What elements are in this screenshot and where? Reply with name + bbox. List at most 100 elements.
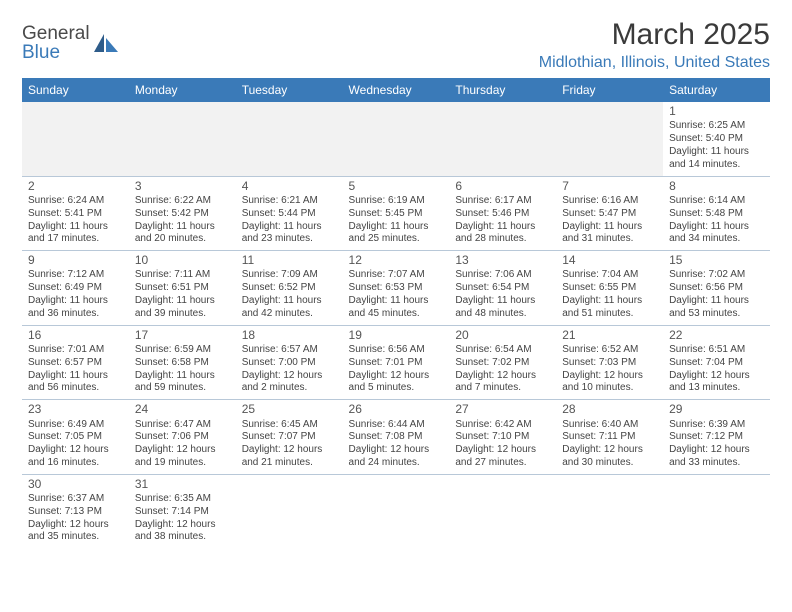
- calendar-day-cell: 20Sunrise: 6:54 AMSunset: 7:02 PMDayligh…: [449, 325, 556, 400]
- daylight-text: Daylight: 11 hours: [669, 221, 764, 234]
- sunset-text: Sunset: 5:44 PM: [242, 208, 337, 221]
- day-number: 28: [562, 402, 657, 417]
- weekday-header: Wednesday: [343, 78, 450, 102]
- daylight-text: Daylight: 12 hours: [562, 444, 657, 457]
- sunset-text: Sunset: 7:05 PM: [28, 431, 123, 444]
- daylight-text: Daylight: 12 hours: [455, 370, 550, 383]
- logo: General Blue: [22, 18, 120, 62]
- daylight-text: Daylight: 11 hours: [242, 295, 337, 308]
- calendar-day-cell: 15Sunrise: 7:02 AMSunset: 6:56 PMDayligh…: [663, 251, 770, 326]
- calendar-table: SundayMondayTuesdayWednesdayThursdayFrid…: [22, 78, 770, 548]
- sunrise-text: Sunrise: 6:54 AM: [455, 344, 550, 357]
- sunset-text: Sunset: 5:47 PM: [562, 208, 657, 221]
- sunrise-text: Sunrise: 6:49 AM: [28, 419, 123, 432]
- sunset-text: Sunset: 5:42 PM: [135, 208, 230, 221]
- sunrise-text: Sunrise: 6:25 AM: [669, 120, 764, 133]
- logo-blue: Blue: [22, 42, 60, 63]
- daylight-text: Daylight: 12 hours: [455, 444, 550, 457]
- sunset-text: Sunset: 6:57 PM: [28, 357, 123, 370]
- calendar-row: 30Sunrise: 6:37 AMSunset: 7:13 PMDayligh…: [22, 474, 770, 548]
- daylight-text: Daylight: 11 hours: [562, 221, 657, 234]
- day-number: 15: [669, 253, 764, 268]
- day-number: 12: [349, 253, 444, 268]
- sunrise-text: Sunrise: 7:06 AM: [455, 269, 550, 282]
- day-number: 10: [135, 253, 230, 268]
- calendar-day-cell: 26Sunrise: 6:44 AMSunset: 7:08 PMDayligh…: [343, 400, 450, 475]
- day-number: 11: [242, 253, 337, 268]
- calendar-day-cell: 13Sunrise: 7:06 AMSunset: 6:54 PMDayligh…: [449, 251, 556, 326]
- daylight-text: and 13 minutes.: [669, 382, 764, 395]
- day-number: 16: [28, 328, 123, 343]
- daylight-text: and 5 minutes.: [349, 382, 444, 395]
- day-number: 23: [28, 402, 123, 417]
- calendar-day-cell: 31Sunrise: 6:35 AMSunset: 7:14 PMDayligh…: [129, 474, 236, 548]
- daylight-text: Daylight: 12 hours: [135, 519, 230, 532]
- daylight-text: and 16 minutes.: [28, 457, 123, 470]
- daylight-text: Daylight: 11 hours: [242, 221, 337, 234]
- weekday-header: Monday: [129, 78, 236, 102]
- sunset-text: Sunset: 6:55 PM: [562, 282, 657, 295]
- calendar-day-cell: 25Sunrise: 6:45 AMSunset: 7:07 PMDayligh…: [236, 400, 343, 475]
- day-number: 22: [669, 328, 764, 343]
- day-number: 7: [562, 179, 657, 194]
- sunset-text: Sunset: 7:13 PM: [28, 506, 123, 519]
- sunset-text: Sunset: 5:45 PM: [349, 208, 444, 221]
- calendar-day-cell: 19Sunrise: 6:56 AMSunset: 7:01 PMDayligh…: [343, 325, 450, 400]
- calendar-empty-cell: [343, 474, 450, 548]
- daylight-text: Daylight: 11 hours: [28, 221, 123, 234]
- sunrise-text: Sunrise: 6:44 AM: [349, 419, 444, 432]
- daylight-text: Daylight: 11 hours: [669, 295, 764, 308]
- calendar-day-cell: 4Sunrise: 6:21 AMSunset: 5:44 PMDaylight…: [236, 176, 343, 251]
- sunset-text: Sunset: 7:14 PM: [135, 506, 230, 519]
- sunset-text: Sunset: 5:46 PM: [455, 208, 550, 221]
- sunrise-text: Sunrise: 6:40 AM: [562, 419, 657, 432]
- calendar-day-cell: 11Sunrise: 7:09 AMSunset: 6:52 PMDayligh…: [236, 251, 343, 326]
- sunrise-text: Sunrise: 7:02 AM: [669, 269, 764, 282]
- calendar-row: 9Sunrise: 7:12 AMSunset: 6:49 PMDaylight…: [22, 251, 770, 326]
- calendar-day-cell: 27Sunrise: 6:42 AMSunset: 7:10 PMDayligh…: [449, 400, 556, 475]
- daylight-text: and 24 minutes.: [349, 457, 444, 470]
- calendar-day-cell: 8Sunrise: 6:14 AMSunset: 5:48 PMDaylight…: [663, 176, 770, 251]
- sunset-text: Sunset: 6:51 PM: [135, 282, 230, 295]
- sunrise-text: Sunrise: 7:09 AM: [242, 269, 337, 282]
- calendar-empty-cell: [556, 474, 663, 548]
- daylight-text: and 42 minutes.: [242, 308, 337, 321]
- daylight-text: Daylight: 12 hours: [669, 370, 764, 383]
- daylight-text: and 34 minutes.: [669, 233, 764, 246]
- calendar-empty-cell: [22, 102, 129, 176]
- daylight-text: Daylight: 12 hours: [242, 370, 337, 383]
- daylight-text: and 7 minutes.: [455, 382, 550, 395]
- daylight-text: Daylight: 11 hours: [28, 295, 123, 308]
- daylight-text: and 23 minutes.: [242, 233, 337, 246]
- calendar-day-cell: 21Sunrise: 6:52 AMSunset: 7:03 PMDayligh…: [556, 325, 663, 400]
- calendar-header-row: SundayMondayTuesdayWednesdayThursdayFrid…: [22, 78, 770, 102]
- weekday-header: Friday: [556, 78, 663, 102]
- sunrise-text: Sunrise: 6:47 AM: [135, 419, 230, 432]
- daylight-text: and 56 minutes.: [28, 382, 123, 395]
- daylight-text: Daylight: 12 hours: [562, 370, 657, 383]
- day-number: 18: [242, 328, 337, 343]
- sunrise-text: Sunrise: 6:51 AM: [669, 344, 764, 357]
- calendar-day-cell: 7Sunrise: 6:16 AMSunset: 5:47 PMDaylight…: [556, 176, 663, 251]
- day-number: 6: [455, 179, 550, 194]
- calendar-empty-cell: [449, 474, 556, 548]
- weekday-header: Saturday: [663, 78, 770, 102]
- day-number: 27: [455, 402, 550, 417]
- location: Midlothian, Illinois, United States: [539, 54, 770, 72]
- daylight-text: Daylight: 12 hours: [135, 444, 230, 457]
- daylight-text: and 28 minutes.: [455, 233, 550, 246]
- calendar-day-cell: 1Sunrise: 6:25 AMSunset: 5:40 PMDaylight…: [663, 102, 770, 176]
- daylight-text: and 51 minutes.: [562, 308, 657, 321]
- weekday-header: Thursday: [449, 78, 556, 102]
- sunset-text: Sunset: 7:00 PM: [242, 357, 337, 370]
- sunrise-text: Sunrise: 6:35 AM: [135, 493, 230, 506]
- calendar-day-cell: 23Sunrise: 6:49 AMSunset: 7:05 PMDayligh…: [22, 400, 129, 475]
- daylight-text: Daylight: 12 hours: [28, 519, 123, 532]
- sunset-text: Sunset: 5:40 PM: [669, 133, 764, 146]
- sunrise-text: Sunrise: 6:45 AM: [242, 419, 337, 432]
- sunrise-text: Sunrise: 6:52 AM: [562, 344, 657, 357]
- daylight-text: Daylight: 11 hours: [455, 221, 550, 234]
- daylight-text: Daylight: 11 hours: [28, 370, 123, 383]
- logo-general: General: [22, 23, 90, 44]
- calendar-empty-cell: [129, 102, 236, 176]
